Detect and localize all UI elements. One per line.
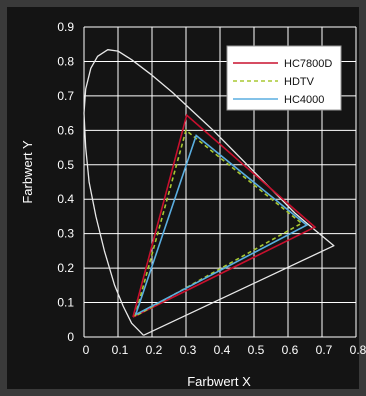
- x-tick-label-0: 0: [83, 343, 90, 357]
- legend-label-hc4000: HC4000: [284, 94, 324, 106]
- x-tick-label-1: 0.1: [112, 343, 129, 357]
- x-tick-label-8: 0.8: [350, 343, 366, 357]
- x-tick-label-3: 0.3: [180, 343, 197, 357]
- y-tick-label-5: 0.5: [57, 158, 74, 172]
- x-axis-label: Farbwert X: [187, 374, 251, 389]
- y-tick-labels: 0 0.1 0.2 0.3 0.4 0.5 0.6 0.7 0.8 0.9: [57, 20, 74, 344]
- y-tick-label-8: 0.8: [57, 54, 74, 68]
- legend-label-hdtv: HDTV: [284, 76, 315, 88]
- legend: HC7800D HDTV HC4000: [226, 45, 342, 111]
- series-hdtv-gamut: [134, 128, 304, 317]
- series-hc4000-gamut: [134, 134, 309, 316]
- y-tick-label-6: 0.6: [57, 123, 74, 137]
- x-tick-label-6: 0.6: [282, 343, 299, 357]
- y-tick-label-7: 0.7: [57, 89, 74, 103]
- y-tick-label-3: 0.3: [57, 227, 74, 241]
- series-hc7800d-gamut: [132, 113, 317, 318]
- x-tick-label-7: 0.7: [316, 343, 333, 357]
- x-tick-labels: 0 0.1 0.2 0.3 0.4 0.5 0.6 0.7 0.8: [83, 343, 366, 357]
- y-tick-label-9: 0.9: [57, 20, 74, 34]
- y-tick-label-1: 0.1: [57, 296, 74, 310]
- x-tick-label-2: 0.2: [146, 343, 163, 357]
- y-axis-label: Farbwert Y: [20, 140, 35, 204]
- y-tick-label-4: 0.4: [57, 192, 74, 206]
- y-tick-label-0: 0: [67, 330, 74, 344]
- legend-label-hc7800d: HC7800D: [284, 58, 332, 70]
- y-tick-label-2: 0.2: [57, 261, 74, 275]
- plot-area: [83, 49, 335, 336]
- x-tick-label-5: 0.5: [248, 343, 265, 357]
- x-tick-label-4: 0.4: [214, 343, 231, 357]
